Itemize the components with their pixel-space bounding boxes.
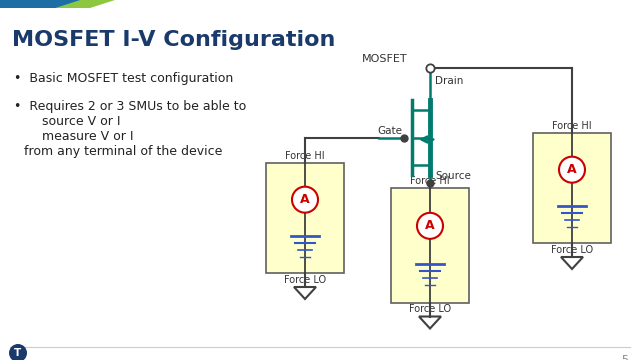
Text: Force LO: Force LO <box>409 305 451 315</box>
Text: A: A <box>567 163 577 176</box>
Text: MOSFET I-V Configuration: MOSFET I-V Configuration <box>12 30 335 50</box>
Text: T: T <box>14 348 22 358</box>
Text: 5: 5 <box>621 355 628 360</box>
Bar <box>391 188 469 302</box>
Bar <box>533 133 611 243</box>
Text: Force HI: Force HI <box>552 121 592 131</box>
Text: Force LO: Force LO <box>284 275 326 285</box>
Text: Force HI: Force HI <box>285 151 325 161</box>
Text: Force HI: Force HI <box>410 175 450 185</box>
Polygon shape <box>0 0 110 8</box>
Circle shape <box>559 157 585 183</box>
Circle shape <box>9 344 27 360</box>
Circle shape <box>417 213 443 239</box>
Text: •  Requires 2 or 3 SMUs to be able to: • Requires 2 or 3 SMUs to be able to <box>14 100 246 113</box>
Text: from any terminal of the device: from any terminal of the device <box>24 145 222 158</box>
Polygon shape <box>0 0 80 8</box>
Text: source V or I: source V or I <box>42 115 120 128</box>
Text: Drain: Drain <box>435 76 463 86</box>
Text: A: A <box>425 219 435 232</box>
Text: Gate: Gate <box>377 126 402 135</box>
Circle shape <box>292 187 318 213</box>
Text: MOSFET: MOSFET <box>362 54 408 64</box>
Text: A: A <box>300 193 310 206</box>
Text: Source: Source <box>435 171 471 181</box>
Text: Force LO: Force LO <box>551 245 593 255</box>
Polygon shape <box>55 0 115 8</box>
Text: measure V or I: measure V or I <box>42 130 134 143</box>
Bar <box>266 163 344 273</box>
Text: •  Basic MOSFET test configuration: • Basic MOSFET test configuration <box>14 72 233 85</box>
